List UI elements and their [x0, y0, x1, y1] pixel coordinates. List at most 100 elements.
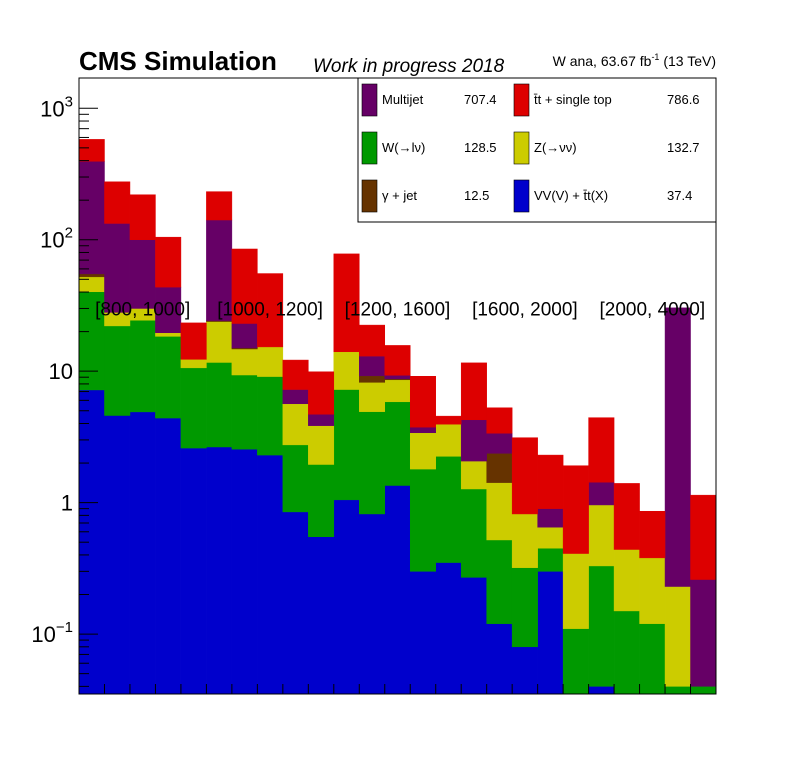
bar-ttbar-bin-14 — [409, 376, 436, 428]
bar-wjets-bin-13 — [384, 401, 411, 486]
bar-zjets-bin-17 — [486, 482, 513, 541]
bar-zjets-bin-20 — [562, 553, 589, 629]
legend-label-vv: VV(V) + t̄t(X) — [534, 188, 608, 203]
legend-label-ttbar: t̄t + single top — [534, 92, 612, 107]
bar-ttbar-bin-17 — [486, 407, 513, 434]
stacked-bars — [78, 139, 717, 695]
bar-wjets-bin-12 — [359, 411, 386, 515]
legend-label-qcd: Multijet — [382, 92, 424, 107]
bar-vv-bin-18 — [511, 646, 538, 695]
bar-ttbar-bin-19 — [537, 454, 564, 509]
bar-wjets-bin-6 — [206, 362, 233, 448]
bar-wjets-bin-11 — [333, 389, 360, 501]
bar-zjets-bin-14 — [409, 432, 436, 470]
legend-label-zjets: Z(→νν) — [534, 140, 577, 155]
bar-zjets-bin-9 — [282, 403, 309, 446]
bar-ttbar-bin-21 — [588, 417, 615, 483]
legend-item-gjet: γ + jet 12.5 — [361, 179, 489, 213]
y-tick-label: 1 — [61, 491, 73, 516]
bar-ttbar-bin-6 — [206, 191, 233, 221]
bar-zjets-bin-10 — [308, 425, 335, 465]
legend-swatch-vv — [513, 179, 530, 213]
bar-qcd-bin-24 — [664, 307, 691, 587]
y-tick-label: 10−1 — [31, 619, 73, 647]
bar-wjets-bin-16 — [460, 488, 487, 578]
bar-ttbar-bin-15 — [435, 415, 462, 425]
bar-zjets-bin-19 — [537, 526, 564, 549]
bar-wjets-bin-21 — [588, 565, 615, 687]
bar-vv-bin-19 — [537, 571, 564, 695]
bar-vv-bin-2 — [104, 415, 131, 695]
bar-qcd-bin-21 — [588, 481, 615, 506]
bar-qcd-bin-7 — [231, 323, 258, 349]
bar-ttbar-bin-9 — [282, 359, 309, 390]
bar-wjets-bin-5 — [180, 367, 207, 449]
legend-swatch-gjet — [361, 179, 378, 213]
bar-ttbar-bin-12 — [359, 324, 386, 357]
region-label-5: [2000, 4000] — [599, 300, 705, 321]
bar-zjets-bin-18 — [511, 513, 538, 568]
legend-label-gjet: γ + jet — [382, 188, 417, 203]
bar-ttbar-bin-4 — [155, 236, 182, 288]
bar-wjets-bin-19 — [537, 547, 564, 572]
bar-vv-bin-4 — [155, 417, 182, 695]
legend-item-zjets: Z(→νν) 132.7 — [513, 131, 700, 165]
bar-vv-bin-17 — [486, 623, 513, 695]
bar-vv-bin-11 — [333, 499, 360, 695]
bar-wjets-bin-9 — [282, 444, 309, 513]
bar-zjets-bin-13 — [384, 379, 411, 403]
region-label-1: [800, 1000] — [95, 300, 190, 321]
bar-qcd-bin-12 — [359, 355, 386, 377]
bar-zjets-bin-6 — [206, 321, 233, 363]
bar-qcd-bin-2 — [104, 223, 131, 313]
chart-title: CMS Simulation — [79, 46, 277, 76]
bar-ttbar-bin-11 — [333, 253, 360, 353]
bar-wjets-bin-4 — [155, 336, 182, 419]
legend-item-ttbar: t̄t + single top 786.6 — [513, 83, 700, 117]
legend-label-wjets: W(→lν) — [382, 140, 425, 155]
legend-item-qcd: Multijet 707.4 — [361, 83, 497, 117]
bar-qcd-bin-19 — [537, 508, 564, 528]
bar-gjet-bin-1 — [78, 273, 105, 278]
bar-zjets-bin-11 — [333, 351, 360, 390]
legend-yield-gjet: 12.5 — [464, 188, 489, 203]
bar-ttbar-bin-25 — [690, 494, 717, 580]
bar-wjets-bin-20 — [562, 628, 589, 695]
bar-vv-bin-14 — [409, 571, 436, 695]
region-label-4: [1600, 2000] — [472, 300, 578, 321]
bar-qcd-bin-13 — [384, 375, 411, 380]
bar-ttbar-bin-8 — [257, 273, 284, 348]
bar-wjets-bin-2 — [104, 325, 131, 416]
bar-vv-bin-6 — [206, 446, 233, 695]
bar-ttbar-bin-5 — [180, 322, 207, 360]
bar-zjets-bin-23 — [639, 557, 666, 624]
legend-swatch-qcd — [361, 83, 378, 117]
legend-yield-wjets: 128.5 — [464, 140, 497, 155]
bar-qcd-bin-17 — [486, 433, 513, 454]
bar-wjets-bin-8 — [257, 376, 284, 456]
bar-ttbar-bin-23 — [639, 510, 666, 559]
legend-yield-vv: 37.4 — [667, 188, 692, 203]
lumi-exponent: -1 — [651, 52, 659, 62]
bar-qcd-bin-14 — [409, 426, 436, 434]
bar-wjets-bin-3 — [129, 320, 156, 413]
bar-zjets-bin-12 — [359, 382, 386, 412]
bar-zjets-bin-16 — [460, 460, 487, 490]
bar-gjet-bin-12 — [359, 375, 386, 383]
bar-ttbar-bin-22 — [613, 483, 640, 550]
bar-qcd-bin-4 — [155, 286, 182, 334]
bar-qcd-bin-10 — [308, 414, 335, 426]
bar-gjet-bin-17 — [486, 453, 513, 483]
chart-subtitle: Work in progress 2018 — [313, 56, 505, 77]
bar-vv-bin-21 — [588, 686, 615, 695]
bar-ttbar-bin-16 — [460, 362, 487, 421]
region-labels: [800, 1000] [1000, 1200] [1200, 1600] [1600… — [95, 300, 705, 321]
bar-wjets-bin-24 — [664, 686, 691, 695]
bar-vv-bin-3 — [129, 411, 156, 695]
bar-vv-bin-10 — [308, 536, 335, 695]
bar-qcd-bin-1 — [78, 161, 105, 275]
bar-qcd-bin-25 — [690, 579, 717, 687]
bar-ttbar-bin-18 — [511, 437, 538, 515]
lumi-label: W ana, 63.67 fb-1 (13 TeV) — [553, 52, 716, 69]
bar-qcd-bin-3 — [129, 239, 156, 309]
